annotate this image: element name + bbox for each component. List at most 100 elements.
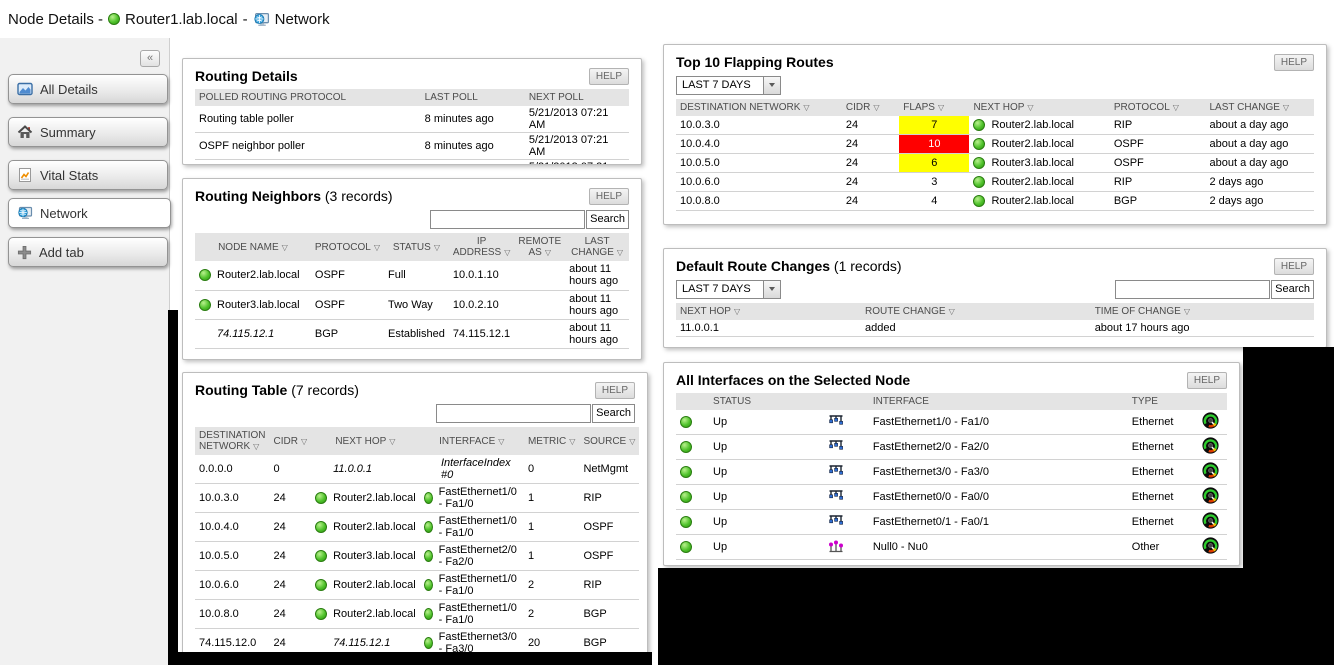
time-range-select[interactable]: LAST 7 DAYS <box>676 279 781 299</box>
column-header-source[interactable]: SOURCE <box>579 427 640 455</box>
sort-icon <box>731 306 740 317</box>
column-header-interface[interactable]: INTERFACE <box>419 427 524 455</box>
cell-ip-address: 10.0.2.10 <box>448 290 515 320</box>
cell-last-change: about 11 hours ago <box>565 290 629 320</box>
cell-source: NetMgmt <box>579 455 640 484</box>
status-up-icon <box>423 608 433 620</box>
time-range-select[interactable]: LAST 7 DAYS <box>676 75 781 95</box>
cell-protocol: RIP <box>1109 116 1206 135</box>
sort-icon <box>386 436 395 447</box>
help-button[interactable]: HELP <box>594 382 635 399</box>
column-header-next-hop[interactable]: NEXT HOP <box>676 303 862 320</box>
column-header-next-poll[interactable]: NEXT POLL <box>524 89 629 106</box>
flapping-routes-table: DESTINATION NETWORK CIDR FLAPS NEXT HOP … <box>676 99 1314 211</box>
cell-flaps: 7 <box>899 116 970 135</box>
search-input[interactable] <box>430 209 586 229</box>
column-header-last-change[interactable]: LAST CHANGE <box>1205 99 1314 116</box>
panel-routing-table: Routing Table (7 records) HELP Search DE… <box>182 372 648 654</box>
cell-status-icon <box>676 410 710 435</box>
cell-interface-type-icon <box>802 534 869 560</box>
search-input[interactable] <box>436 403 592 423</box>
cell-cidr: 24 <box>269 512 312 542</box>
column-header-cidr[interactable]: CIDR <box>841 99 900 116</box>
cell-remote-as <box>514 319 566 349</box>
sort-icon <box>250 441 259 452</box>
cell-last-poll: 8 minutes ago <box>420 159 525 164</box>
column-header-protocol[interactable]: PROTOCOL <box>310 233 384 261</box>
column-header-destination-network[interactable]: DESTINATION NETWORK <box>676 99 842 116</box>
help-button[interactable]: HELP <box>1273 258 1314 275</box>
search-button[interactable]: Search <box>1271 279 1314 299</box>
panel-all-interfaces: All Interfaces on the Selected Node HELP… <box>663 362 1240 566</box>
column-header-type[interactable]: TYPE <box>1127 393 1194 410</box>
column-header-next-hop[interactable]: NEXT HOP <box>969 99 1110 116</box>
cell-route-change: added <box>861 320 1091 337</box>
page-title-prefix: Node Details - <box>8 10 104 28</box>
column-header-route-change[interactable]: ROUTE CHANGE <box>861 303 1091 320</box>
column-header-cidr[interactable]: CIDR <box>269 427 312 455</box>
sort-icon <box>431 242 440 253</box>
panel-title: Default Route Changes (1 records) <box>676 258 902 274</box>
sort-icon <box>298 436 307 447</box>
sidebar-item-add-tab[interactable]: Add tab <box>8 237 168 267</box>
cell-last-change: 2 days ago <box>1205 172 1314 192</box>
column-header-remote-as[interactable]: REMOTE AS <box>514 233 566 261</box>
sort-icon <box>1024 102 1033 113</box>
record-count: (1 records) <box>833 258 902 274</box>
search-button[interactable]: Search <box>592 403 635 423</box>
status-up-icon <box>315 608 328 620</box>
column-header-ip-address[interactable]: IP ADDRESS <box>448 233 515 261</box>
column-header-status[interactable]: STATUS <box>383 233 449 261</box>
column-header-flaps[interactable]: FLAPS <box>899 99 970 116</box>
cell-type: Other <box>1127 534 1194 560</box>
status-up-icon <box>973 157 986 169</box>
cell-time-of-change: about 17 hours ago <box>1090 320 1314 337</box>
gauge-icon[interactable] <box>1202 487 1219 504</box>
gauge-icon[interactable] <box>1202 512 1219 529</box>
gauge-icon[interactable] <box>1202 537 1219 554</box>
sort-icon <box>626 436 635 447</box>
page-title-node: Router1.lab.local <box>125 10 238 28</box>
plus-icon <box>17 245 32 259</box>
help-button[interactable]: HELP <box>588 188 629 205</box>
default-route-changes-table: NEXT HOP ROUTE CHANGE TIME OF CHANGE 11.… <box>676 303 1314 337</box>
search-button[interactable]: Search <box>586 209 629 229</box>
cell-perf-gauge <box>1193 459 1227 485</box>
cell-cidr: 24 <box>269 599 312 629</box>
gauge-icon[interactable] <box>1202 462 1219 479</box>
column-header-last-poll[interactable]: LAST POLL <box>420 89 525 106</box>
cell-status-icon <box>676 434 710 460</box>
sidebar-item-all-details[interactable]: All Details <box>8 74 168 104</box>
column-header-interface[interactable]: INTERFACE <box>868 393 1128 410</box>
search-input[interactable] <box>1115 279 1271 299</box>
gauge-icon[interactable] <box>1202 412 1219 429</box>
column-header-last-change[interactable]: LAST CHANGE <box>565 233 629 261</box>
gauge-icon[interactable] <box>1202 437 1219 454</box>
sort-icon <box>371 242 380 253</box>
column-header-destination-network[interactable]: DESTINATION NETWORK <box>195 427 270 455</box>
sidebar-collapse-button[interactable]: « <box>140 50 160 67</box>
cell-polled-protocol: Routing table poller <box>195 106 421 133</box>
cell-interface: FastEthernet1/0 - Fa1/0 <box>419 599 524 629</box>
sort-icon <box>279 242 288 253</box>
help-button[interactable]: HELP <box>588 68 629 85</box>
column-header-status[interactable]: STATUS <box>709 393 803 410</box>
status-up-icon <box>423 579 433 591</box>
column-header-metric[interactable]: METRIC <box>523 427 580 455</box>
column-header-time-of-change[interactable]: TIME OF CHANGE <box>1090 303 1314 320</box>
cell-node-name: Router3.lab.local <box>195 290 311 320</box>
sort-icon <box>501 247 510 258</box>
redaction-block <box>178 652 652 665</box>
help-button[interactable]: HELP <box>1273 54 1314 71</box>
sidebar-item-network[interactable]: Network <box>8 198 171 228</box>
column-header-protocol[interactable]: PROTOCOL <box>1109 99 1206 116</box>
status-up-icon <box>680 541 692 554</box>
help-button[interactable]: HELP <box>1186 372 1227 389</box>
chevron-down-icon <box>763 76 780 94</box>
column-header-next-hop[interactable]: NEXT HOP <box>311 427 420 455</box>
column-header-polled-routing-protocol[interactable]: POLLED ROUTING PROTOCOL <box>195 89 421 106</box>
cell-perf-gauge <box>1193 509 1227 535</box>
sidebar-item-summary[interactable]: Summary <box>8 117 168 147</box>
column-header-node-name[interactable]: NODE NAME <box>195 233 311 261</box>
sidebar-item-vital-stats[interactable]: Vital Stats <box>8 160 168 190</box>
